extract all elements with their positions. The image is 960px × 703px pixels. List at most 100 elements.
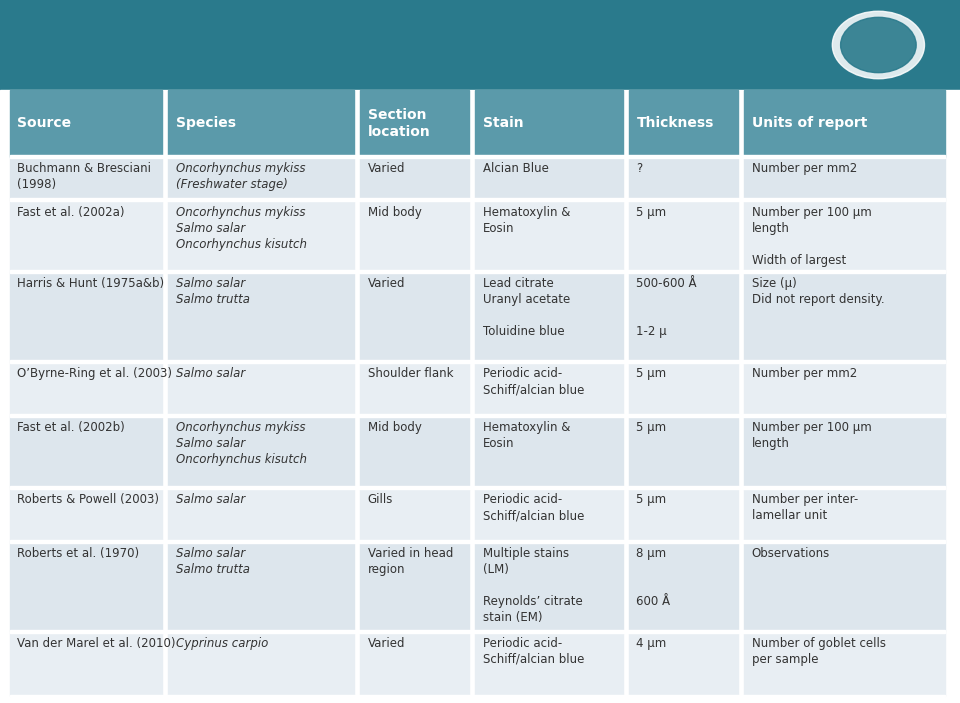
Bar: [168, 157, 354, 200]
Text: O’Byrne-Ring et al. (2003): O’Byrne-Ring et al. (2003): [17, 367, 172, 380]
Bar: [10, 540, 945, 543]
Bar: [10, 155, 945, 158]
Bar: [10, 157, 162, 200]
Bar: [744, 487, 945, 541]
Text: Alcian Blue: Alcian Blue: [483, 162, 549, 175]
Text: 5 μm: 5 μm: [636, 493, 666, 506]
Bar: [629, 541, 738, 631]
Bar: [744, 157, 945, 200]
Text: Section
location: Section location: [368, 108, 430, 139]
Text: Hematoxylin &
Eosin: Hematoxylin & Eosin: [483, 421, 570, 450]
Bar: [360, 200, 469, 272]
Text: Van der Marel et al. (2010): Van der Marel et al. (2010): [17, 637, 176, 650]
Text: Number of goblet cells
per sample: Number of goblet cells per sample: [752, 637, 886, 666]
Circle shape: [841, 18, 916, 72]
Text: Thickness: Thickness: [636, 117, 714, 130]
Bar: [475, 200, 623, 272]
Bar: [10, 695, 945, 697]
Bar: [744, 361, 945, 415]
Text: 4 μm: 4 μm: [636, 637, 667, 650]
Text: Number per 100 μm
length: Number per 100 μm length: [752, 421, 872, 450]
Text: Fast et al. (2002a): Fast et al. (2002a): [17, 205, 125, 219]
Text: Salmo salar: Salmo salar: [176, 367, 245, 380]
Text: Lead citrate
Uranyl acetate

Toluidine blue: Lead citrate Uranyl acetate Toluidine bl…: [483, 278, 570, 338]
Text: 5 μm: 5 μm: [636, 205, 666, 219]
Bar: [629, 631, 738, 696]
Bar: [168, 415, 354, 487]
Bar: [744, 200, 945, 272]
Circle shape: [832, 11, 924, 79]
Text: Mid body: Mid body: [368, 421, 421, 434]
Text: Observations: Observations: [752, 547, 830, 560]
Bar: [0, 90, 960, 703]
Text: Mid body: Mid body: [368, 205, 421, 219]
Bar: [744, 90, 945, 157]
Text: Size (μ)
Did not report density.: Size (μ) Did not report density.: [752, 278, 884, 307]
Bar: [168, 90, 354, 157]
Bar: [629, 272, 738, 361]
Bar: [475, 631, 623, 696]
Bar: [10, 272, 162, 361]
Bar: [10, 200, 162, 272]
Bar: [475, 90, 623, 157]
Bar: [360, 631, 469, 696]
Text: Multiple stains
(LM)

Reynolds’ citrate
stain (EM): Multiple stains (LM) Reynolds’ citrate s…: [483, 547, 583, 624]
Text: 500-600 Å


1-2 μ: 500-600 Å 1-2 μ: [636, 278, 697, 338]
Text: Periodic acid-
Schiff/alcian blue: Periodic acid- Schiff/alcian blue: [483, 367, 585, 396]
Bar: [475, 541, 623, 631]
Bar: [744, 541, 945, 631]
Text: Varied: Varied: [368, 278, 405, 290]
Text: Species: Species: [176, 117, 236, 130]
Text: Number per mm2: Number per mm2: [752, 162, 857, 175]
Bar: [10, 360, 945, 363]
Text: 5 μm: 5 μm: [636, 421, 666, 434]
Text: ?: ?: [636, 162, 643, 175]
Bar: [629, 157, 738, 200]
Bar: [475, 157, 623, 200]
Bar: [360, 415, 469, 487]
Bar: [360, 541, 469, 631]
Text: Shoulder flank: Shoulder flank: [368, 367, 453, 380]
Text: Varied: Varied: [368, 637, 405, 650]
Text: Salmo salar
Salmo trutta: Salmo salar Salmo trutta: [176, 278, 250, 307]
Bar: [10, 487, 162, 541]
Text: Salmo salar
Salmo trutta: Salmo salar Salmo trutta: [176, 547, 250, 576]
Bar: [10, 415, 162, 487]
Text: Oncorhynchus mykiss
Salmo salar
Oncorhynchus kisutch: Oncorhynchus mykiss Salmo salar Oncorhyn…: [176, 421, 306, 466]
Bar: [475, 487, 623, 541]
Bar: [10, 271, 945, 273]
Bar: [360, 272, 469, 361]
Text: Number per 100 μm
length

Width of largest: Number per 100 μm length Width of larges…: [752, 205, 872, 266]
Bar: [168, 200, 354, 272]
Text: Periodic acid-
Schiff/alcian blue: Periodic acid- Schiff/alcian blue: [483, 637, 585, 666]
Bar: [629, 90, 738, 157]
Bar: [168, 361, 354, 415]
Bar: [475, 415, 623, 487]
Bar: [0, 0, 960, 90]
Bar: [744, 415, 945, 487]
Bar: [10, 486, 945, 489]
Bar: [360, 361, 469, 415]
Bar: [168, 272, 354, 361]
Bar: [10, 198, 945, 201]
Bar: [360, 157, 469, 200]
Bar: [629, 200, 738, 272]
Bar: [168, 541, 354, 631]
Text: Varied: Varied: [368, 162, 405, 175]
Bar: [10, 361, 162, 415]
Text: Buchmann & Bresciani
(1998): Buchmann & Bresciani (1998): [17, 162, 152, 191]
Text: 8 μm


600 Å: 8 μm 600 Å: [636, 547, 671, 608]
Text: Number per mm2: Number per mm2: [752, 367, 857, 380]
Bar: [360, 90, 469, 157]
Bar: [475, 361, 623, 415]
Bar: [10, 414, 945, 417]
Text: Units of report: Units of report: [752, 117, 867, 130]
Text: Cyprinus carpio: Cyprinus carpio: [176, 637, 268, 650]
Bar: [168, 631, 354, 696]
Text: 5 μm: 5 μm: [636, 367, 666, 380]
Text: Stain: Stain: [483, 117, 523, 130]
Bar: [629, 415, 738, 487]
Bar: [744, 272, 945, 361]
Bar: [10, 630, 945, 633]
Bar: [360, 487, 469, 541]
